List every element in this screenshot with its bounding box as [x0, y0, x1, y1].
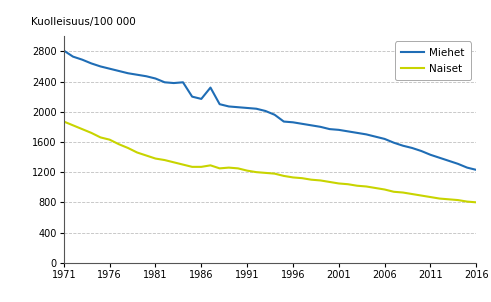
- Miehet: [446, 159, 452, 162]
- Line: Naiset: Naiset: [64, 121, 476, 202]
- Miehet: [61, 49, 67, 53]
- Miehet: [189, 95, 195, 98]
- Naiset: [345, 182, 351, 186]
- Miehet: [308, 124, 314, 127]
- Naiset: [354, 184, 360, 188]
- Miehet: [244, 106, 250, 110]
- Miehet: [253, 107, 259, 111]
- Naiset: [226, 166, 232, 169]
- Naiset: [391, 190, 397, 194]
- Naiset: [382, 188, 387, 191]
- Naiset: [189, 165, 195, 169]
- Miehet: [409, 146, 415, 150]
- Naiset: [464, 200, 470, 204]
- Naiset: [327, 180, 332, 184]
- Miehet: [464, 166, 470, 169]
- Naiset: [244, 169, 250, 172]
- Miehet: [345, 130, 351, 133]
- Naiset: [428, 195, 434, 199]
- Naiset: [318, 178, 324, 182]
- Naiset: [125, 146, 131, 150]
- Naiset: [290, 176, 296, 179]
- Miehet: [418, 149, 424, 153]
- Miehet: [98, 65, 104, 68]
- Naiset: [116, 143, 122, 146]
- Naiset: [281, 174, 287, 178]
- Naiset: [107, 138, 112, 141]
- Miehet: [318, 125, 324, 129]
- Miehet: [235, 105, 241, 109]
- Miehet: [226, 105, 232, 108]
- Miehet: [263, 109, 269, 113]
- Naiset: [217, 167, 222, 170]
- Miehet: [198, 97, 204, 101]
- Naiset: [253, 170, 259, 174]
- Miehet: [171, 81, 177, 85]
- Naiset: [153, 157, 159, 160]
- Naiset: [400, 191, 406, 194]
- Miehet: [428, 153, 434, 156]
- Legend: Miehet, Naiset: Miehet, Naiset: [395, 41, 471, 80]
- Naiset: [98, 136, 104, 139]
- Miehet: [79, 58, 85, 62]
- Naiset: [272, 172, 277, 175]
- Miehet: [290, 120, 296, 124]
- Naiset: [373, 186, 379, 190]
- Naiset: [308, 178, 314, 182]
- Miehet: [125, 72, 131, 75]
- Naiset: [446, 198, 452, 201]
- Miehet: [299, 122, 305, 126]
- Naiset: [180, 163, 186, 166]
- Naiset: [263, 171, 269, 175]
- Miehet: [281, 120, 287, 123]
- Miehet: [107, 67, 112, 71]
- Miehet: [88, 62, 94, 65]
- Miehet: [400, 144, 406, 148]
- Miehet: [153, 77, 159, 80]
- Miehet: [473, 168, 479, 172]
- Naiset: [79, 127, 85, 131]
- Miehet: [336, 128, 342, 132]
- Naiset: [455, 198, 461, 202]
- Miehet: [162, 81, 167, 84]
- Naiset: [162, 158, 167, 162]
- Miehet: [217, 102, 222, 106]
- Miehet: [455, 162, 461, 165]
- Miehet: [354, 131, 360, 135]
- Naiset: [418, 194, 424, 198]
- Line: Miehet: Miehet: [64, 50, 476, 170]
- Naiset: [299, 176, 305, 180]
- Naiset: [70, 124, 76, 127]
- Naiset: [409, 192, 415, 196]
- Naiset: [436, 197, 442, 201]
- Miehet: [208, 86, 214, 89]
- Naiset: [198, 165, 204, 169]
- Text: Kuolleisuus/100 000: Kuolleisuus/100 000: [31, 17, 136, 27]
- Miehet: [180, 81, 186, 84]
- Naiset: [235, 167, 241, 170]
- Naiset: [208, 164, 214, 167]
- Miehet: [70, 55, 76, 59]
- Miehet: [363, 133, 369, 136]
- Miehet: [116, 69, 122, 73]
- Naiset: [143, 154, 149, 157]
- Naiset: [61, 120, 67, 123]
- Miehet: [373, 135, 379, 138]
- Naiset: [473, 201, 479, 204]
- Miehet: [436, 156, 442, 160]
- Naiset: [363, 185, 369, 188]
- Naiset: [88, 131, 94, 135]
- Miehet: [143, 75, 149, 78]
- Miehet: [382, 137, 387, 141]
- Naiset: [171, 161, 177, 164]
- Miehet: [391, 141, 397, 145]
- Miehet: [327, 127, 332, 131]
- Naiset: [134, 151, 140, 154]
- Miehet: [134, 73, 140, 77]
- Miehet: [272, 113, 277, 117]
- Naiset: [336, 182, 342, 185]
